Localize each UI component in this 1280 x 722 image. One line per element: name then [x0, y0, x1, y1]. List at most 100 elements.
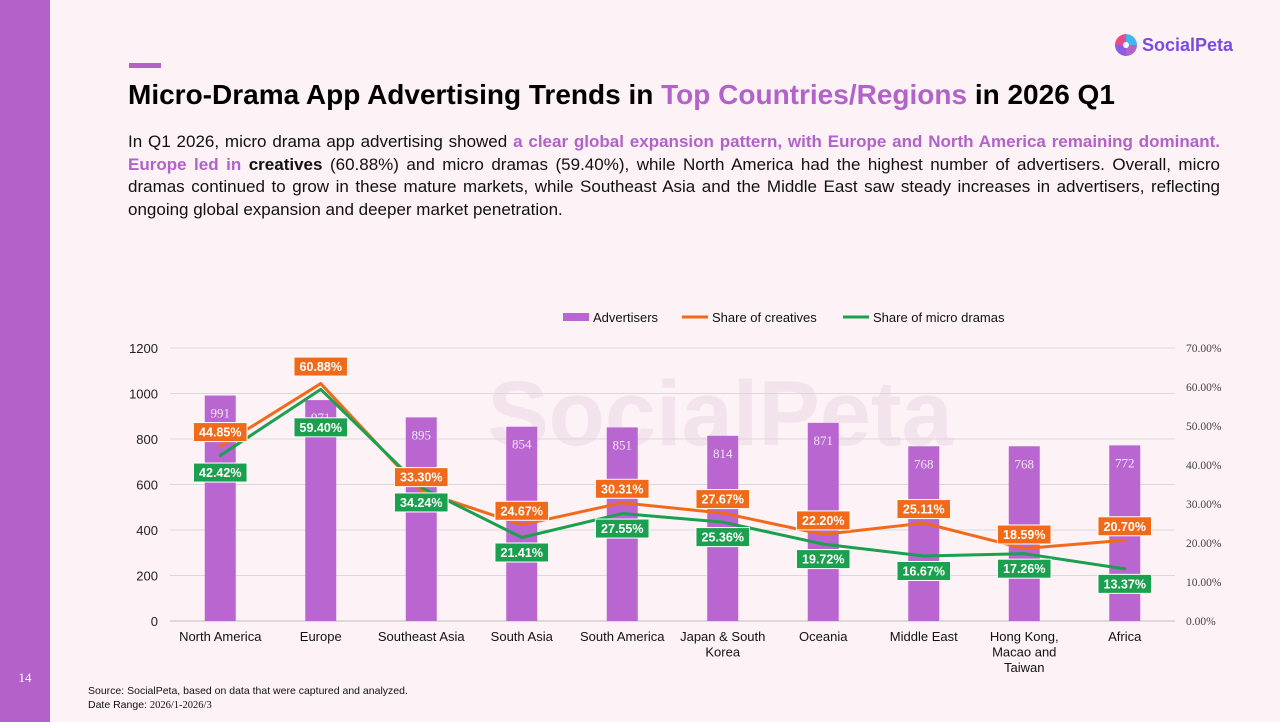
bar-data-label: 768	[914, 456, 934, 471]
x-category-label: Japan & South Korea	[680, 629, 765, 660]
creatives-data-label: 20.70%	[1104, 520, 1146, 534]
bar-data-label: 814	[713, 446, 733, 461]
creatives-data-label: 22.20%	[802, 514, 844, 528]
y-right-tick-label: 60.00%	[1186, 382, 1222, 394]
logo-text: SocialPeta	[1142, 34, 1234, 55]
x-category-label: South Asia	[491, 629, 554, 644]
y-left-tick-label: 1200	[129, 341, 158, 356]
creatives-data-label-box	[293, 356, 349, 377]
socialpeta-logo-icon	[1115, 34, 1137, 56]
y-left-tick-label: 200	[136, 569, 158, 584]
bar-data-label: 851	[613, 437, 633, 452]
bar-data-label: 768	[1015, 456, 1035, 471]
micro-dramas-data-label: 59.40%	[300, 421, 342, 435]
micro-dramas-data-label-box	[795, 549, 851, 570]
summary-text: In Q1 2026, micro drama app advertising …	[128, 131, 1220, 221]
legend-swatch-advertisers	[563, 313, 589, 321]
summary-part: In Q1 2026, micro drama app advertising …	[128, 132, 514, 151]
sidebar-strip	[0, 0, 50, 722]
bar-data-label: 991	[211, 406, 231, 421]
creatives-data-label-box	[1097, 516, 1153, 537]
creatives-data-label: 30.31%	[601, 482, 643, 496]
x-category-label: South America	[580, 629, 665, 644]
creatives-data-label: 25.11%	[903, 503, 945, 517]
creatives-data-label-box	[795, 510, 851, 531]
bar-advertisers	[908, 446, 940, 621]
creatives-data-label-box	[996, 524, 1052, 545]
micro-dramas-data-label-box	[494, 542, 550, 563]
micro-dramas-data-label-box	[1097, 573, 1153, 594]
y-left-tick-label: 600	[136, 478, 158, 493]
title-accent-bar	[129, 63, 161, 68]
summary-highlight: a clear global expansion pattern, with E…	[128, 132, 1220, 174]
line-share-of-micro-dramas	[218, 387, 1127, 571]
micro-dramas-data-label: 42.42%	[199, 466, 241, 480]
y-right-tick-label: 20.00%	[1186, 538, 1222, 550]
page-title: Micro-Drama App Advertising Trends in To…	[128, 79, 1115, 111]
bar-data-label: 854	[512, 437, 532, 452]
micro-dramas-data-label-box	[896, 560, 952, 581]
micro-dramas-data-label: 13.37%	[1104, 577, 1146, 591]
micro-dramas-data-label-box	[393, 492, 449, 513]
creatives-data-label: 44.85%	[199, 426, 241, 440]
micro-dramas-data-label-box	[695, 527, 751, 548]
x-category-label: Southeast Asia	[378, 629, 465, 644]
micro-dramas-data-label-box	[996, 558, 1052, 579]
y-left-tick-label: 1000	[129, 387, 158, 402]
title-part: Micro-Drama App Advertising Trends in	[128, 79, 662, 110]
creatives-data-label-box	[192, 422, 248, 443]
title-part: in 2026 Q1	[967, 79, 1115, 110]
micro-dramas-data-label: 34.24%	[400, 496, 442, 510]
micro-dramas-data-label: 19.72%	[802, 553, 844, 567]
y-right-tick-label: 0.00%	[1186, 616, 1216, 628]
y-left-tick-label: 400	[136, 523, 158, 538]
source-note: Source: SocialPeta, based on data that w…	[88, 684, 408, 713]
creatives-data-label: 27.67%	[702, 493, 744, 507]
micro-dramas-data-label: 16.67%	[903, 564, 945, 578]
y-right-tick-label: 30.00%	[1186, 499, 1222, 511]
bar-data-label: 895	[412, 427, 432, 442]
creatives-data-label: 24.67%	[501, 504, 543, 518]
micro-dramas-data-label-box	[594, 518, 650, 539]
x-category-label: Europe	[300, 629, 342, 644]
creatives-data-label-box	[896, 499, 952, 520]
creatives-data-label: 18.59%	[1003, 528, 1045, 542]
summary-part: (60.88%) and micro dramas (59.40%), whil…	[128, 154, 1220, 219]
date-range-value: 2026/1-2026/3	[149, 700, 212, 711]
micro-dramas-data-label: 17.26%	[1003, 562, 1045, 576]
summary-bold: creatives	[248, 154, 323, 174]
y-right-tick-label: 10.00%	[1186, 577, 1222, 589]
date-range-label: Date Range:	[88, 699, 150, 711]
x-category-label: Middle East	[890, 629, 958, 644]
y-right-tick-label: 40.00%	[1186, 460, 1222, 472]
x-category-label: Africa	[1108, 629, 1142, 644]
x-category-label: North America	[179, 629, 262, 644]
micro-dramas-data-label: 27.55%	[601, 522, 643, 536]
logo: SocialPeta	[1115, 34, 1233, 56]
y-right-tick-label: 50.00%	[1186, 421, 1222, 433]
bar-data-label: 871	[814, 433, 834, 448]
y-right-tick-label: 70.00%	[1186, 343, 1222, 355]
creatives-data-label-box	[695, 489, 751, 510]
y-left-tick-label: 800	[136, 432, 158, 447]
micro-dramas-data-label-box	[192, 462, 248, 483]
x-category-label: Oceania	[799, 629, 848, 644]
micro-dramas-data-label: 25.36%	[702, 531, 744, 545]
creatives-data-label: 60.88%	[300, 360, 342, 374]
date-range: Date Range: 2026/1-2026/3	[88, 698, 408, 713]
creatives-data-label: 33.30%	[400, 471, 442, 485]
creatives-data-label-box	[393, 467, 449, 488]
title-highlight: Top Countries/Regions	[661, 79, 968, 110]
page-number: 14	[18, 670, 32, 685]
bar-data-label: 772	[1115, 455, 1135, 470]
bar-advertisers	[405, 417, 437, 621]
creatives-data-label-box	[594, 478, 650, 499]
micro-dramas-data-label-box	[293, 417, 349, 438]
source-text: Source: SocialPeta, based on data that w…	[88, 685, 408, 697]
creatives-data-label-box	[494, 500, 550, 521]
y-left-tick-label: 0	[151, 614, 158, 629]
micro-dramas-data-label: 21.41%	[501, 546, 543, 560]
legend-label: Share of micro dramas	[873, 310, 1005, 325]
legend-label: Advertisers	[593, 310, 659, 325]
